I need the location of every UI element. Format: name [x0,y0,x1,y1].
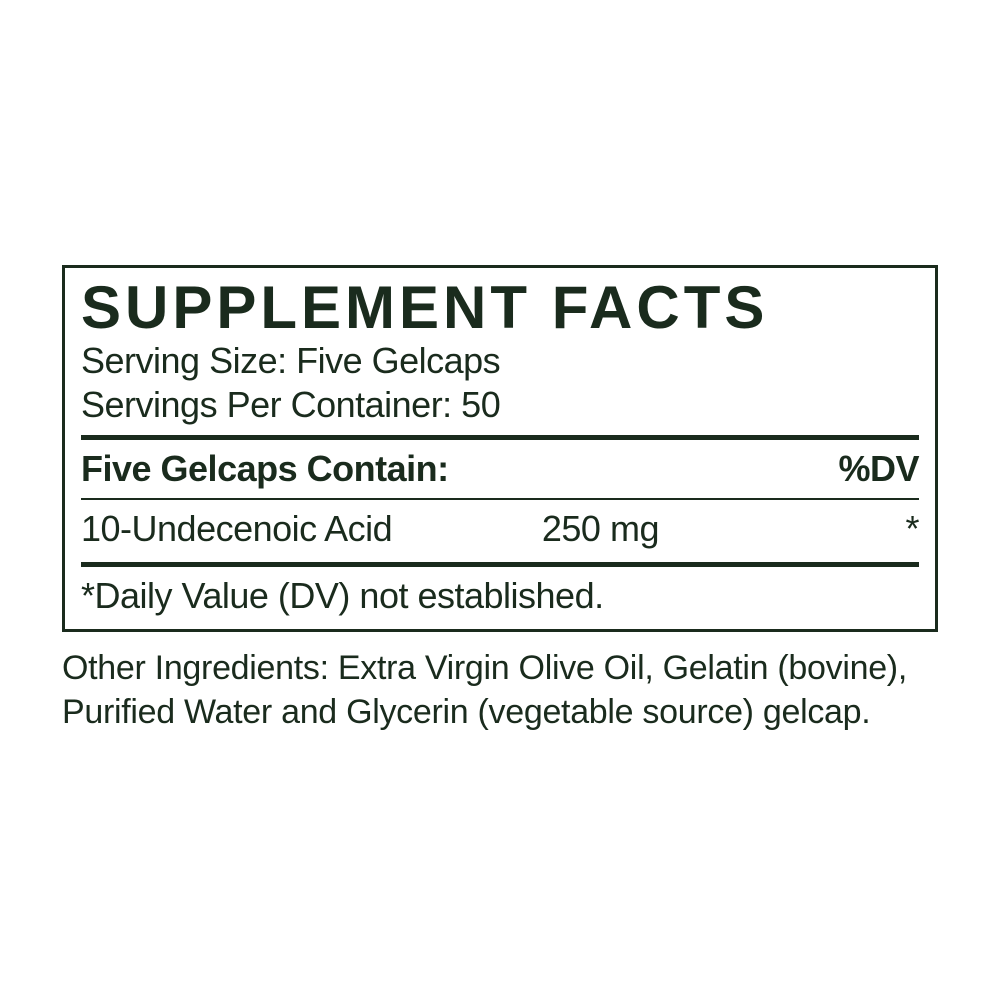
column-header-row: Five Gelcaps Contain: %DV [81,444,919,492]
ingredient-row: 10-Undecenoic Acid 250 mg * [81,504,919,554]
ingredient-name: 10-Undecenoic Acid [81,508,542,550]
ingredient-amount: 250 mg [542,508,743,550]
divider [81,562,919,567]
dv-footnote: *Daily Value (DV) not established. [81,571,919,619]
serving-size: Serving Size: Five Gelcaps [81,339,919,383]
panel-title: SUPPLEMENT FACTS [81,276,919,339]
servings-per-container: Servings Per Container: 50 [81,383,919,427]
other-ingredients: Other Ingredients: Extra Virgin Olive Oi… [62,646,938,734]
divider [81,498,919,500]
header-right: %DV [838,448,919,490]
header-left: Five Gelcaps Contain: [81,448,449,490]
ingredient-dv: * [743,508,919,550]
divider [81,435,919,440]
supplement-facts-panel: SUPPLEMENT FACTS Serving Size: Five Gelc… [62,265,938,632]
